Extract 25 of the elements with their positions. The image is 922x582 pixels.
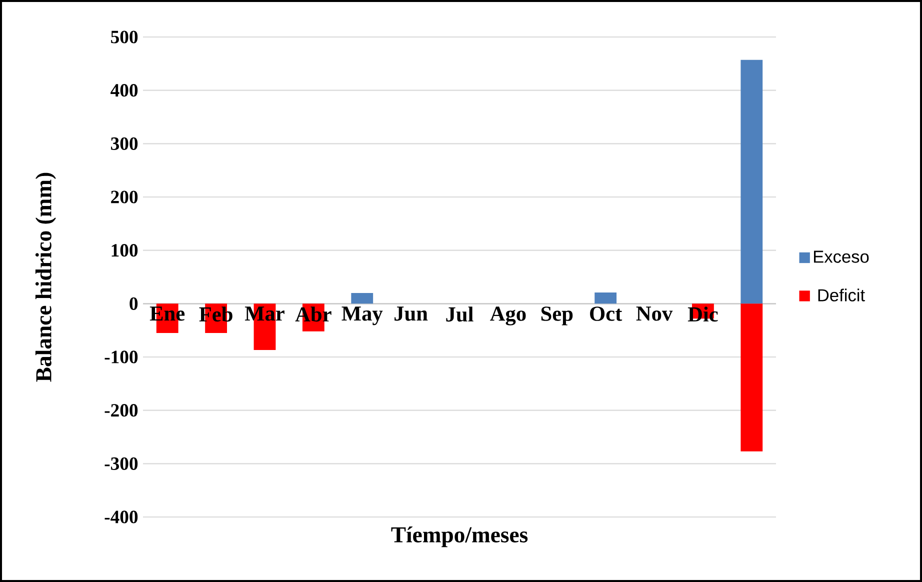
x-tick-label: May xyxy=(342,306,383,326)
legend-label: Deficit xyxy=(818,288,865,302)
bar xyxy=(740,60,763,304)
x-tick-label: Jul xyxy=(446,306,474,322)
y-tick-label: -100 xyxy=(104,350,138,364)
y-tick-label: -400 xyxy=(104,510,138,524)
y-tick-label: -300 xyxy=(104,457,138,470)
x-tick-label: Oct xyxy=(590,306,622,321)
y-axis-title: Balance hidrico (mm) xyxy=(35,172,56,382)
bar xyxy=(351,292,374,304)
y-tick-label: 200 xyxy=(111,190,138,204)
y-tick-label: 100 xyxy=(112,244,138,257)
legend-label: Exceso xyxy=(814,250,869,263)
y-tick-label: -200 xyxy=(104,404,138,417)
y-tick-label: 0 xyxy=(130,297,138,310)
y-tick-label: 500 xyxy=(111,30,138,44)
x-tick-label: Nov xyxy=(636,306,673,321)
y-tick-label: 300 xyxy=(111,137,138,150)
x-tick-label: Sep xyxy=(541,306,573,326)
bar xyxy=(740,304,763,452)
x-tick-label: Ago xyxy=(490,306,526,326)
y-tick-label: 400 xyxy=(110,84,138,97)
x-tick-label: Jun xyxy=(394,306,428,321)
bar xyxy=(594,292,617,304)
x-axis-title: Tíempo/meses xyxy=(391,526,528,548)
